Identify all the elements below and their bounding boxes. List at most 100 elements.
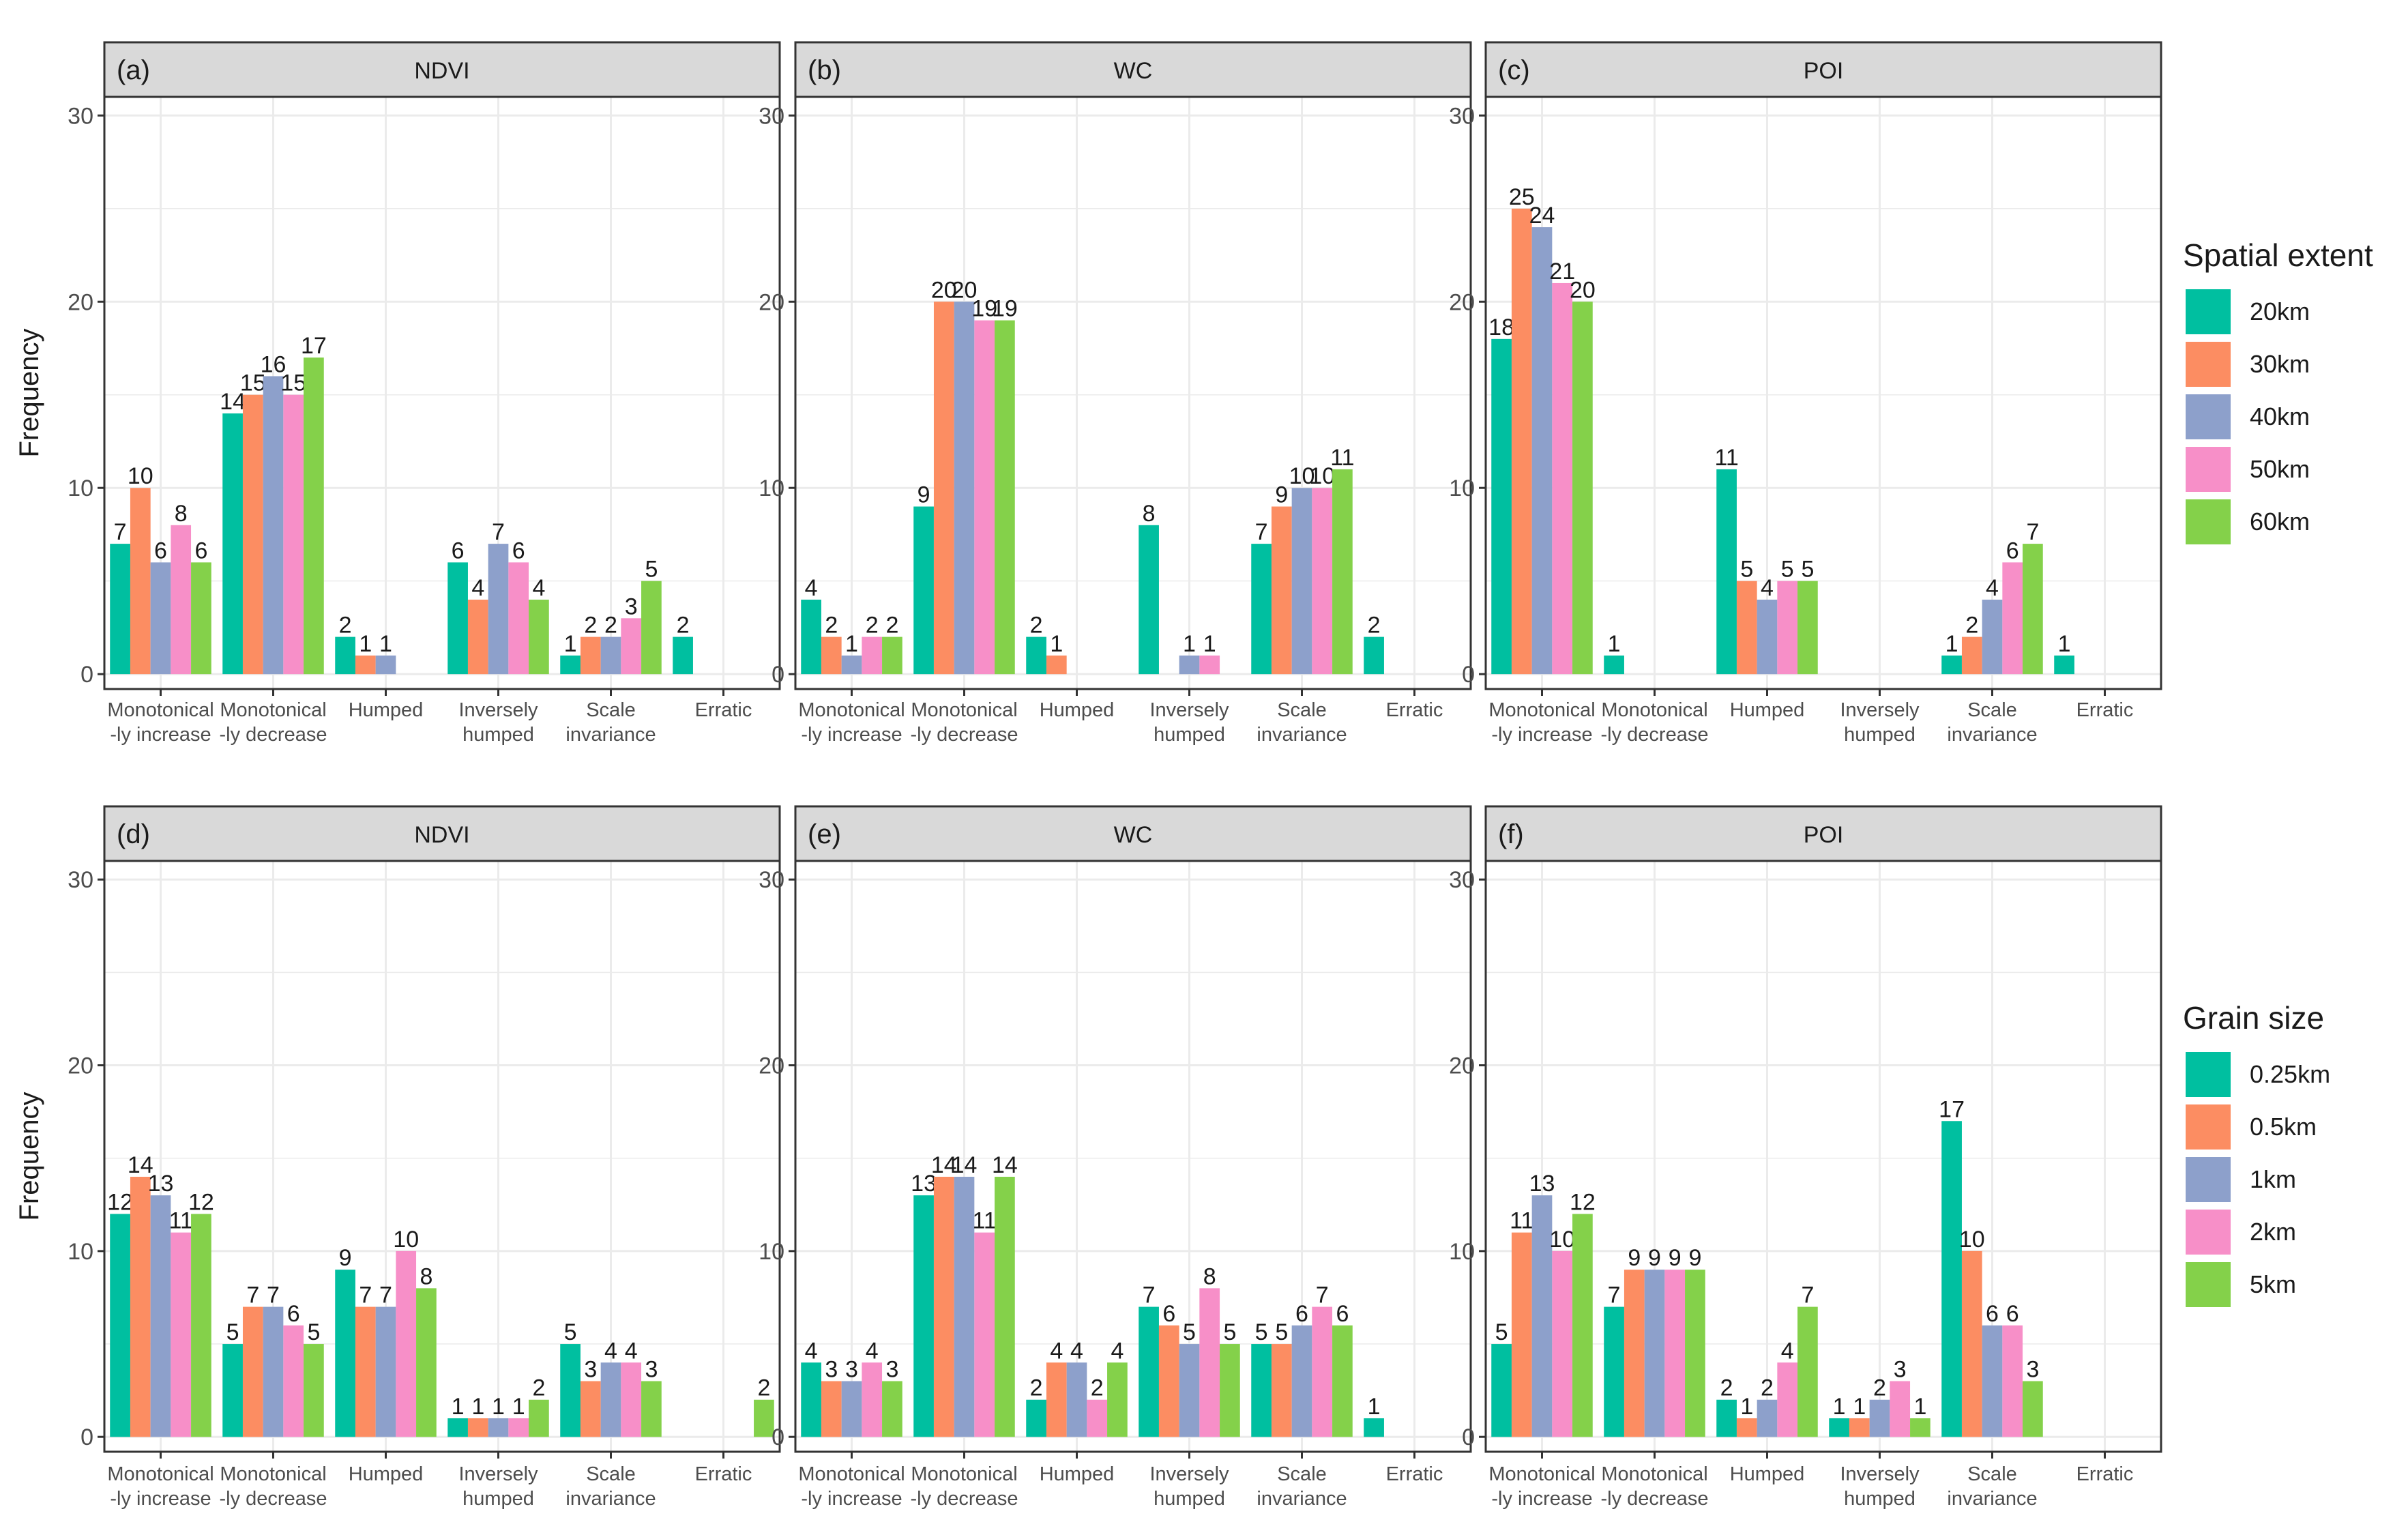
data-label: 6 (1336, 1301, 1349, 1327)
x-tick-label-line: -ly increase (110, 1488, 211, 1510)
x-tick-label: Humped (1040, 699, 1115, 721)
x-tick-label-line: Scale (1277, 699, 1327, 721)
x-tick-label-line: -ly increase (801, 1488, 902, 1510)
plot-area (1486, 861, 2161, 1452)
bar (2002, 562, 2023, 675)
x-tick-label: Erratic (2076, 1463, 2134, 1485)
data-label: 4 (1986, 575, 1999, 601)
bar (1107, 1362, 1128, 1437)
data-label: 7 (1801, 1283, 1814, 1308)
data-label: 9 (1669, 1245, 1682, 1271)
bar (560, 655, 581, 675)
y-axis-title: Frequency (14, 329, 44, 458)
data-label: 14 (128, 1152, 153, 1178)
data-label: 7 (2026, 519, 2039, 545)
bar (1777, 581, 1798, 675)
legend-swatch (2186, 1210, 2231, 1255)
bar (1797, 581, 1818, 675)
y-tick-label: 0 (80, 662, 93, 688)
x-tick-label: Humped (1730, 1463, 1805, 1485)
x-tick-label: Erratic (695, 1463, 752, 1485)
y-axis-title: Frequency (14, 1092, 44, 1221)
bar (467, 1418, 488, 1437)
x-tick-label-line: -ly increase (801, 724, 902, 746)
panel-tag: (c) (1498, 55, 1530, 85)
x-tick-label: Inversely humped (1149, 699, 1229, 746)
data-label: 17 (1939, 1096, 1965, 1122)
data-label: 9 (1648, 1245, 1661, 1271)
plot-area (1486, 97, 2161, 689)
y-tick-label: 0 (772, 662, 784, 688)
bar (1251, 544, 1272, 675)
x-tick-label-line: Humped (1730, 1463, 1805, 1485)
bar (1777, 1362, 1798, 1437)
x-tick-label-line: Erratic (695, 699, 752, 721)
y-tick-label: 0 (772, 1424, 784, 1450)
data-label: 12 (188, 1189, 214, 1215)
bar (1511, 208, 1532, 675)
x-tick-label: Monotonical -ly increase (1488, 1463, 1595, 1510)
bar (1046, 1362, 1067, 1437)
x-tick-label: Monotonical -ly increase (1488, 699, 1595, 746)
x-tick-label-line: -ly increase (110, 724, 211, 746)
panel-strip (794, 805, 1472, 862)
bar (1664, 1270, 1686, 1437)
x-tick-label: Erratic (695, 699, 752, 721)
x-tick-label-line: Humped (1730, 699, 1805, 721)
bar (1332, 469, 1353, 675)
y-tick-label: 30 (759, 103, 784, 129)
data-label: 1 (2058, 631, 2071, 657)
bar (1364, 1418, 1384, 1437)
data-label: 9 (917, 482, 930, 508)
bar (1644, 1270, 1665, 1437)
x-tick-label-line: humped (1844, 1488, 1915, 1510)
data-label: 12 (107, 1189, 133, 1215)
data-label: 3 (645, 1357, 658, 1383)
legend-title: Spatial extent (2183, 237, 2373, 273)
data-label: 4 (532, 575, 545, 601)
data-label: 1 (492, 1394, 505, 1420)
bar (110, 544, 130, 675)
bar (841, 1381, 862, 1437)
x-tick-label: Inversely humped (458, 699, 538, 746)
x-tick-label-line: invariance (1257, 1488, 1347, 1510)
bar (1849, 1418, 1870, 1437)
x-tick-label: Scale invariance (566, 1463, 656, 1510)
bar (1552, 282, 1573, 675)
data-label: 1 (1946, 631, 1958, 657)
data-label: 3 (2026, 1357, 2039, 1383)
panel-strip (103, 41, 781, 98)
x-tick-label-line: invariance (1947, 1488, 2037, 1510)
y-tick-label: 30 (68, 103, 93, 129)
y-tick-label: 30 (1449, 103, 1475, 129)
data-label: 6 (287, 1301, 300, 1327)
legend-swatch (2186, 1104, 2231, 1150)
plot-area (795, 861, 1471, 1452)
data-label: 6 (194, 538, 207, 563)
bar (375, 1306, 396, 1437)
bar (222, 1344, 243, 1437)
y-tick-label: 20 (759, 289, 784, 315)
x-tick-label: Inversely humped (1840, 699, 1920, 746)
data-label: 20 (1570, 277, 1596, 303)
x-tick-label-line: humped (462, 724, 534, 746)
data-label: 8 (420, 1263, 432, 1289)
data-label: 4 (625, 1338, 638, 1364)
data-label: 7 (1608, 1283, 1621, 1308)
data-label: 2 (1720, 1375, 1733, 1401)
legend-label: 2km (2250, 1218, 2296, 1246)
y-tick-label: 20 (759, 1053, 784, 1079)
x-tick-label-line: Scale (1967, 699, 2017, 721)
panel-border (794, 860, 1472, 1453)
bar (355, 1306, 376, 1437)
bar (621, 1362, 642, 1437)
bar (621, 618, 642, 675)
data-label: 24 (1529, 203, 1555, 229)
data-label: 4 (1050, 1338, 1063, 1364)
data-label: 20 (952, 277, 978, 303)
y-tick-label: 30 (1449, 867, 1475, 893)
y-tick-label: 30 (68, 867, 93, 893)
bar (1604, 1306, 1624, 1437)
